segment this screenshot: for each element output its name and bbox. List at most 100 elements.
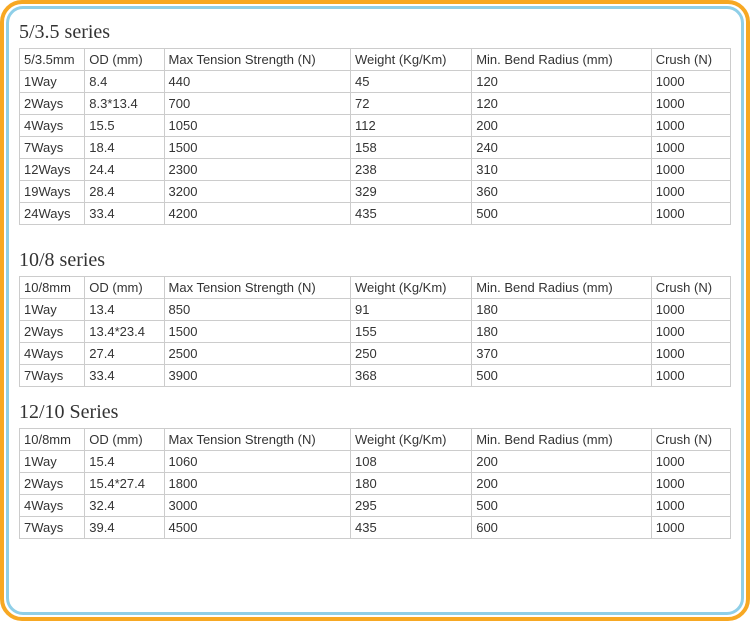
table-cell: 1000 — [651, 71, 730, 93]
table-cell: 2Ways — [20, 93, 85, 115]
table-cell: 1000 — [651, 137, 730, 159]
table-cell: 1000 — [651, 365, 730, 387]
table-row: 4Ways27.425002503701000 — [20, 343, 731, 365]
table-cell: 1000 — [651, 93, 730, 115]
table-cell: 108 — [351, 451, 472, 473]
table-cell: 2500 — [164, 343, 350, 365]
table-cell: 329 — [351, 181, 472, 203]
table-header-cell: Weight (Kg/Km) — [351, 429, 472, 451]
table-cell: 15.5 — [85, 115, 164, 137]
table-cell: 7Ways — [20, 517, 85, 539]
table-cell: 4Ways — [20, 343, 85, 365]
table-cell: 1500 — [164, 137, 350, 159]
table-cell: 250 — [351, 343, 472, 365]
table-cell: 370 — [472, 343, 651, 365]
table-cell: 1000 — [651, 299, 730, 321]
table-cell: 15.4*27.4 — [85, 473, 164, 495]
table-cell: 3900 — [164, 365, 350, 387]
table-cell: 1000 — [651, 159, 730, 181]
section-gap — [19, 225, 731, 243]
table-cell: 4200 — [164, 203, 350, 225]
table-cell: 28.4 — [85, 181, 164, 203]
table-header-row: 5/3.5mmOD (mm)Max Tension Strength (N)We… — [20, 49, 731, 71]
table-cell: 7Ways — [20, 137, 85, 159]
table-row: 19Ways28.432003293601000 — [20, 181, 731, 203]
table-cell: 1050 — [164, 115, 350, 137]
table-cell: 600 — [472, 517, 651, 539]
section-gap — [19, 387, 731, 395]
table-cell: 1000 — [651, 115, 730, 137]
spec-table: 5/3.5mmOD (mm)Max Tension Strength (N)We… — [19, 48, 731, 225]
table-cell: 1Way — [20, 71, 85, 93]
table-row: 1Way13.4850911801000 — [20, 299, 731, 321]
table-cell: 440 — [164, 71, 350, 93]
spec-table: 10/8mmOD (mm)Max Tension Strength (N)Wei… — [19, 276, 731, 387]
table-row: 2Ways8.3*13.4700721201000 — [20, 93, 731, 115]
table-header-cell: 10/8mm — [20, 429, 85, 451]
table-cell: 120 — [472, 93, 651, 115]
table-cell: 1500 — [164, 321, 350, 343]
table-cell: 24Ways — [20, 203, 85, 225]
table-cell: 850 — [164, 299, 350, 321]
table-cell: 360 — [472, 181, 651, 203]
table-cell: 200 — [472, 115, 651, 137]
table-cell: 120 — [472, 71, 651, 93]
table-row: 4Ways15.510501122001000 — [20, 115, 731, 137]
table-header-cell: Crush (N) — [651, 429, 730, 451]
table-row: 12Ways24.423002383101000 — [20, 159, 731, 181]
table-cell: 32.4 — [85, 495, 164, 517]
table-cell: 1000 — [651, 495, 730, 517]
table-cell: 3200 — [164, 181, 350, 203]
table-cell: 27.4 — [85, 343, 164, 365]
table-header-cell: Max Tension Strength (N) — [164, 429, 350, 451]
table-row: 4Ways32.430002955001000 — [20, 495, 731, 517]
table-cell: 8.3*13.4 — [85, 93, 164, 115]
table-cell: 295 — [351, 495, 472, 517]
table-cell: 500 — [472, 203, 651, 225]
series-title: 12/10 Series — [19, 401, 731, 424]
table-cell: 19Ways — [20, 181, 85, 203]
spec-table: 10/8mmOD (mm)Max Tension Strength (N)Wei… — [19, 428, 731, 539]
table-cell: 700 — [164, 93, 350, 115]
table-cell: 1000 — [651, 517, 730, 539]
table-header-cell: Crush (N) — [651, 277, 730, 299]
table-cell: 45 — [351, 71, 472, 93]
table-header-row: 10/8mmOD (mm)Max Tension Strength (N)Wei… — [20, 429, 731, 451]
table-row: 2Ways13.4*23.415001551801000 — [20, 321, 731, 343]
table-header-cell: OD (mm) — [85, 49, 164, 71]
table-row: 7Ways18.415001582401000 — [20, 137, 731, 159]
table-cell: 310 — [472, 159, 651, 181]
table-cell: 4Ways — [20, 495, 85, 517]
table-cell: 368 — [351, 365, 472, 387]
table-row: 2Ways15.4*27.418001802001000 — [20, 473, 731, 495]
table-row: 7Ways33.439003685001000 — [20, 365, 731, 387]
series-title: 5/3.5 series — [19, 21, 731, 44]
table-cell: 18.4 — [85, 137, 164, 159]
table-header-cell: OD (mm) — [85, 429, 164, 451]
table-cell: 435 — [351, 517, 472, 539]
table-cell: 500 — [472, 495, 651, 517]
table-header-cell: Weight (Kg/Km) — [351, 49, 472, 71]
table-cell: 1000 — [651, 451, 730, 473]
table-cell: 12Ways — [20, 159, 85, 181]
table-cell: 200 — [472, 473, 651, 495]
table-cell: 33.4 — [85, 203, 164, 225]
table-header-cell: Max Tension Strength (N) — [164, 277, 350, 299]
table-row: 1Way15.410601082001000 — [20, 451, 731, 473]
table-cell: 180 — [472, 321, 651, 343]
table-header-cell: Crush (N) — [651, 49, 730, 71]
table-header-cell: Min. Bend Radius (mm) — [472, 429, 651, 451]
table-cell: 2Ways — [20, 473, 85, 495]
table-cell: 2Ways — [20, 321, 85, 343]
table-cell: 3000 — [164, 495, 350, 517]
table-header-cell: Min. Bend Radius (mm) — [472, 49, 651, 71]
table-cell: 1060 — [164, 451, 350, 473]
table-header-cell: Max Tension Strength (N) — [164, 49, 350, 71]
table-cell: 158 — [351, 137, 472, 159]
table-cell: 2300 — [164, 159, 350, 181]
table-cell: 4Ways — [20, 115, 85, 137]
table-cell: 39.4 — [85, 517, 164, 539]
table-cell: 72 — [351, 93, 472, 115]
table-cell: 500 — [472, 365, 651, 387]
table-cell: 1000 — [651, 343, 730, 365]
